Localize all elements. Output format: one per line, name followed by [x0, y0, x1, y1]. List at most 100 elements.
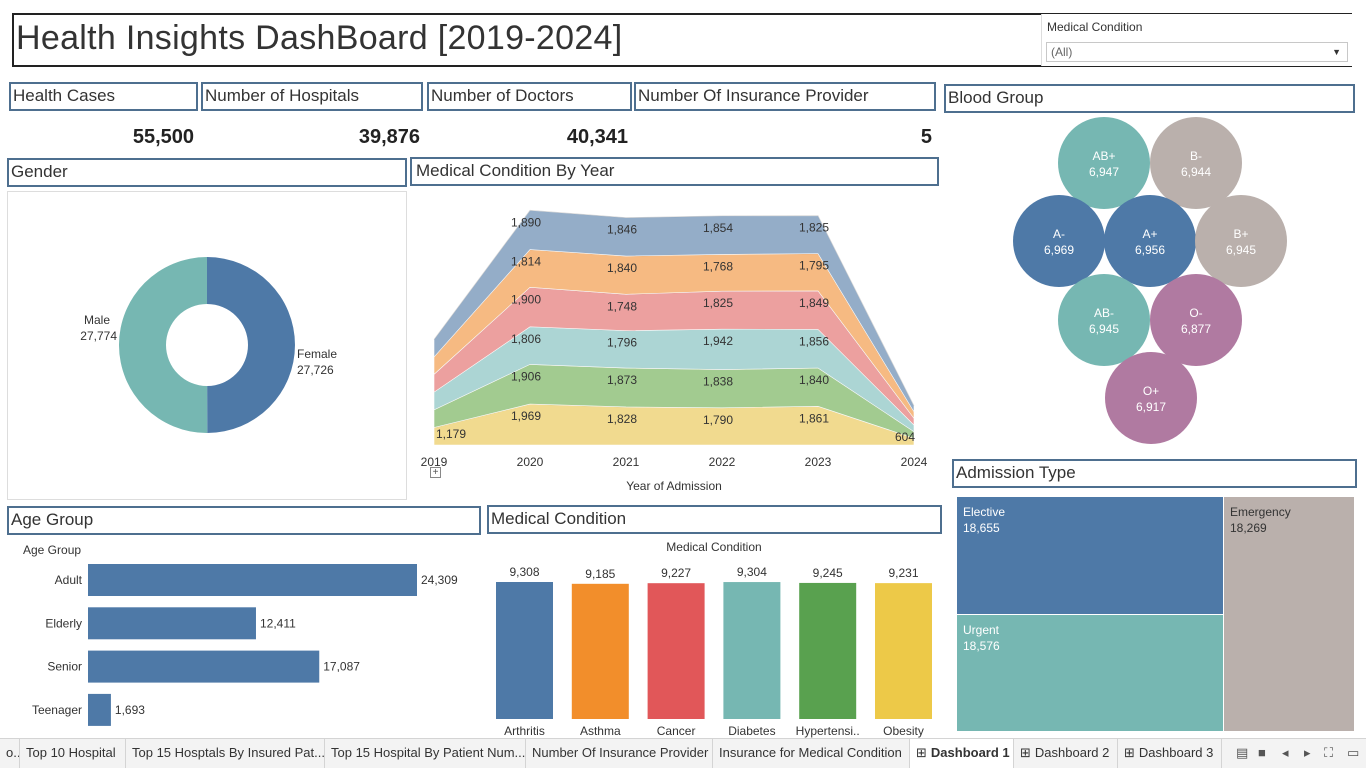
- kpi-value-hospitals: 39,876: [358, 126, 420, 148]
- sheet-tab-label: Top 15 Hosptals By Insured Pat...: [132, 745, 325, 760]
- fullscreen-icon[interactable]: ⛶: [1324, 745, 1334, 760]
- sheet-tab-8[interactable]: ⊞ Dashboard 2: [1014, 739, 1118, 768]
- sheet-tab-4[interactable]: Top 15 Hospital By Patient Num...: [325, 739, 526, 768]
- gender-label-female: Female: [297, 347, 337, 361]
- x-tick-2021: 2021: [613, 455, 640, 469]
- sheet-tab-9[interactable]: ⊞ Dashboard 3: [1118, 739, 1222, 768]
- gender-value-female: 27,726: [297, 363, 334, 377]
- mc-value-4: 9,304: [737, 565, 767, 579]
- sheet-tab-label: Dashboard 1: [930, 745, 1010, 760]
- bubble-label-b-neg: B-: [1190, 149, 1202, 163]
- grid-icon: ⊞: [916, 745, 927, 760]
- kpi-label-health-cases: Health Cases: [9, 82, 198, 111]
- age-tick-elderly: Elderly: [45, 616, 82, 630]
- mc-bar-6: [875, 583, 932, 719]
- age-group-bar-chart: Age Group Adult 24,309 Elderly 12,411 Senior 1…: [23, 543, 458, 726]
- area-label-1-2021: 1,828: [607, 412, 637, 426]
- mc-value-3: 9,227: [661, 566, 691, 580]
- bubble-value-ab-pos: 6,947: [1089, 165, 1119, 179]
- kpi-value-insurance: 5: [920, 126, 932, 148]
- sheet-tab-2[interactable]: Top 10 Hospital: [20, 739, 126, 768]
- kpi-label-doctors: Number of Doctors: [427, 82, 632, 111]
- bubble-label-o-neg: O-: [1189, 306, 1202, 320]
- area-label-2-2023: 1,840: [799, 373, 829, 387]
- age-axis-title: Age Group: [23, 543, 81, 557]
- area-label-3-2023: 1,856: [799, 334, 829, 348]
- bubble-value-b-neg: 6,944: [1181, 165, 1211, 179]
- grid-view-icon[interactable]: ■: [1258, 745, 1266, 760]
- blood-group-header: Blood Group: [944, 84, 1355, 113]
- sheet-tab-7[interactable]: ⊞ Dashboard 1: [910, 739, 1014, 768]
- age-value-adult: 24,309: [421, 573, 458, 587]
- presentation-icon[interactable]: ▭: [1347, 745, 1360, 760]
- sheet-tab-label: Dashboard 3: [1138, 745, 1214, 760]
- age-bar-teenager: [88, 693, 111, 726]
- mc-bar-1: [496, 582, 553, 719]
- medical-condition-bar-chart: Medical Condition 9,308 Arthritis 9,185 Asth…: [496, 540, 932, 738]
- area-label-5-2023: 1,795: [799, 259, 829, 273]
- mc-bar-5: [799, 582, 857, 719]
- area-label-2-2022: 1,838: [703, 375, 733, 389]
- admission-type-header: Admission Type: [952, 459, 1357, 488]
- medical-by-year-header: Medical Condition By Year: [410, 157, 939, 186]
- area-label-6-2020: 1,890: [511, 215, 541, 229]
- bubble-label-a-pos: A+: [1142, 227, 1157, 241]
- bubble-value-a-neg: 6,969: [1044, 243, 1074, 257]
- mc-value-2: 9,185: [585, 567, 615, 581]
- age-value-senior: 17,087: [323, 660, 360, 674]
- bubble-o-pos: [1105, 352, 1197, 444]
- next-icon[interactable]: ▸: [1304, 745, 1311, 760]
- expand-plus-icon[interactable]: +: [430, 467, 441, 478]
- gender-header: Gender: [7, 158, 407, 187]
- area-label-6-2023: 1,825: [799, 221, 829, 235]
- area-label-5-2022: 1,768: [703, 259, 733, 273]
- x-tick-2024: 2024: [901, 455, 928, 469]
- treemap-value: 18,576: [963, 639, 1000, 653]
- treemap-cell-emergency: Emergency 18,269: [1224, 497, 1354, 731]
- mc-bar-3: [647, 583, 705, 719]
- gender-donut-chart: Female 27,726 Male 27,774: [80, 257, 337, 434]
- mc-tick-1: Arthritis: [504, 724, 545, 738]
- treemap-label: Elective: [963, 505, 1006, 519]
- prev-icon[interactable]: ◂: [1282, 745, 1289, 760]
- area-label-1-2024: 604: [895, 430, 915, 444]
- area-label-4-2022: 1,825: [703, 296, 733, 310]
- sheet-tab-6[interactable]: Insurance for Medical Condition: [713, 739, 910, 768]
- area-label-2-2021: 1,873: [607, 373, 637, 387]
- area-label-4-2021: 1,748: [607, 299, 637, 313]
- area-label-1-2019: 1,179: [436, 427, 466, 441]
- treemap-label: Emergency: [1230, 505, 1291, 519]
- kpi-label-hospitals: Number of Hospitals: [201, 82, 423, 111]
- age-tick-adult: Adult: [55, 573, 83, 587]
- bubble-label-ab-pos: AB+: [1092, 149, 1115, 163]
- donut-slice-male: [118, 257, 208, 434]
- mc-tick-6: Obesity: [883, 724, 924, 738]
- gender-value-male: 27,774: [80, 329, 117, 343]
- filter-dropdown[interactable]: (All) ▼: [1046, 42, 1348, 62]
- x-axis-title: Year of Admission: [626, 479, 722, 493]
- sheet-tab-3[interactable]: Top 15 Hosptals By Insured Pat...: [126, 739, 325, 768]
- kpi-value-doctors: 40,341: [566, 126, 628, 148]
- bubble-label-a-neg: A-: [1053, 227, 1065, 241]
- blood-group-bubble-chart: AB+ 6,947 B- 6,944 A- 6,969 A+ 6,956 B+ 6,945 AB- 6…: [1013, 117, 1287, 444]
- area-label-4-2023: 1,849: [799, 296, 829, 310]
- sheet-tab-5[interactable]: Number Of Insurance Provider: [526, 739, 713, 768]
- medical-condition-filter[interactable]: Medical Condition (All) ▼: [1041, 14, 1352, 66]
- film-strip-icon[interactable]: ▤: [1236, 745, 1249, 760]
- age-bar-senior: [88, 650, 320, 683]
- bubble-value-b-pos: 6,945: [1226, 243, 1256, 257]
- treemap-value: 18,269: [1230, 521, 1267, 535]
- bubble-value-o-pos: 6,917: [1136, 400, 1166, 414]
- bubble-b-neg: [1150, 117, 1242, 209]
- sheet-tab-label: Top 10 Hospital: [26, 745, 116, 760]
- sheet-tab-1[interactable]: o..: [0, 739, 20, 768]
- mc-bar-2: [571, 583, 629, 719]
- medical-by-year-area-chart: 1,179 1,969 1,828 1,790 1,861 604 1,906 1,873 1,…: [421, 209, 928, 493]
- sheet-tab-label: Top 15 Hospital By Patient Num...: [331, 745, 526, 760]
- mc-tick-2: Asthma: [580, 724, 621, 738]
- chevron-down-icon[interactable]: ▼: [1332, 47, 1341, 57]
- area-label-6-2022: 1,854: [703, 221, 733, 235]
- age-tick-senior: Senior: [47, 660, 82, 674]
- age-group-header: Age Group: [7, 506, 481, 535]
